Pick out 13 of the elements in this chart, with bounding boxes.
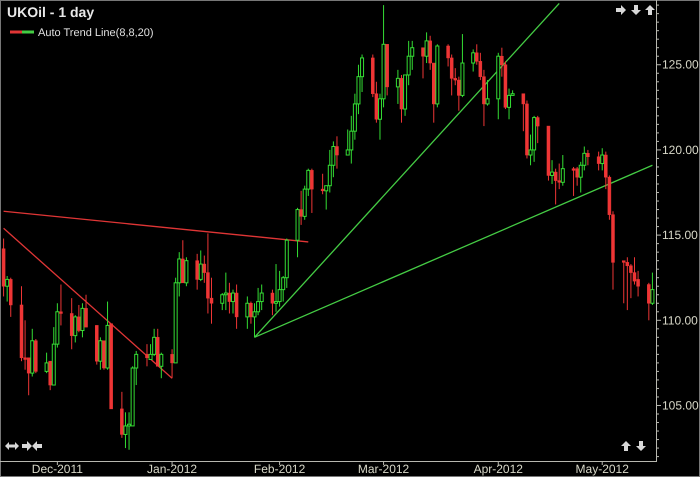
x-tick-label: May-2012 [576,462,630,476]
x-tick-label: Feb-2012 [254,462,306,476]
y-tick-label: 105.00 [662,398,700,412]
x-tick-label: Apr-2012 [474,462,524,476]
x-tick-label: Mar-2012 [358,462,410,476]
chart-title: UKOil - 1 day [7,4,94,20]
x-tick-label: Dec-2011 [32,462,84,476]
y-tick-label: 110.00 [662,313,698,328]
legend-label: Auto Trend Line(8,8,20) [38,27,154,39]
y-tick-label: 120.00 [662,142,700,157]
x-tick-label: Jan-2012 [147,462,198,476]
y-tick-label: 115.00 [662,228,698,242]
y-tick-label: 125.00 [662,58,700,72]
